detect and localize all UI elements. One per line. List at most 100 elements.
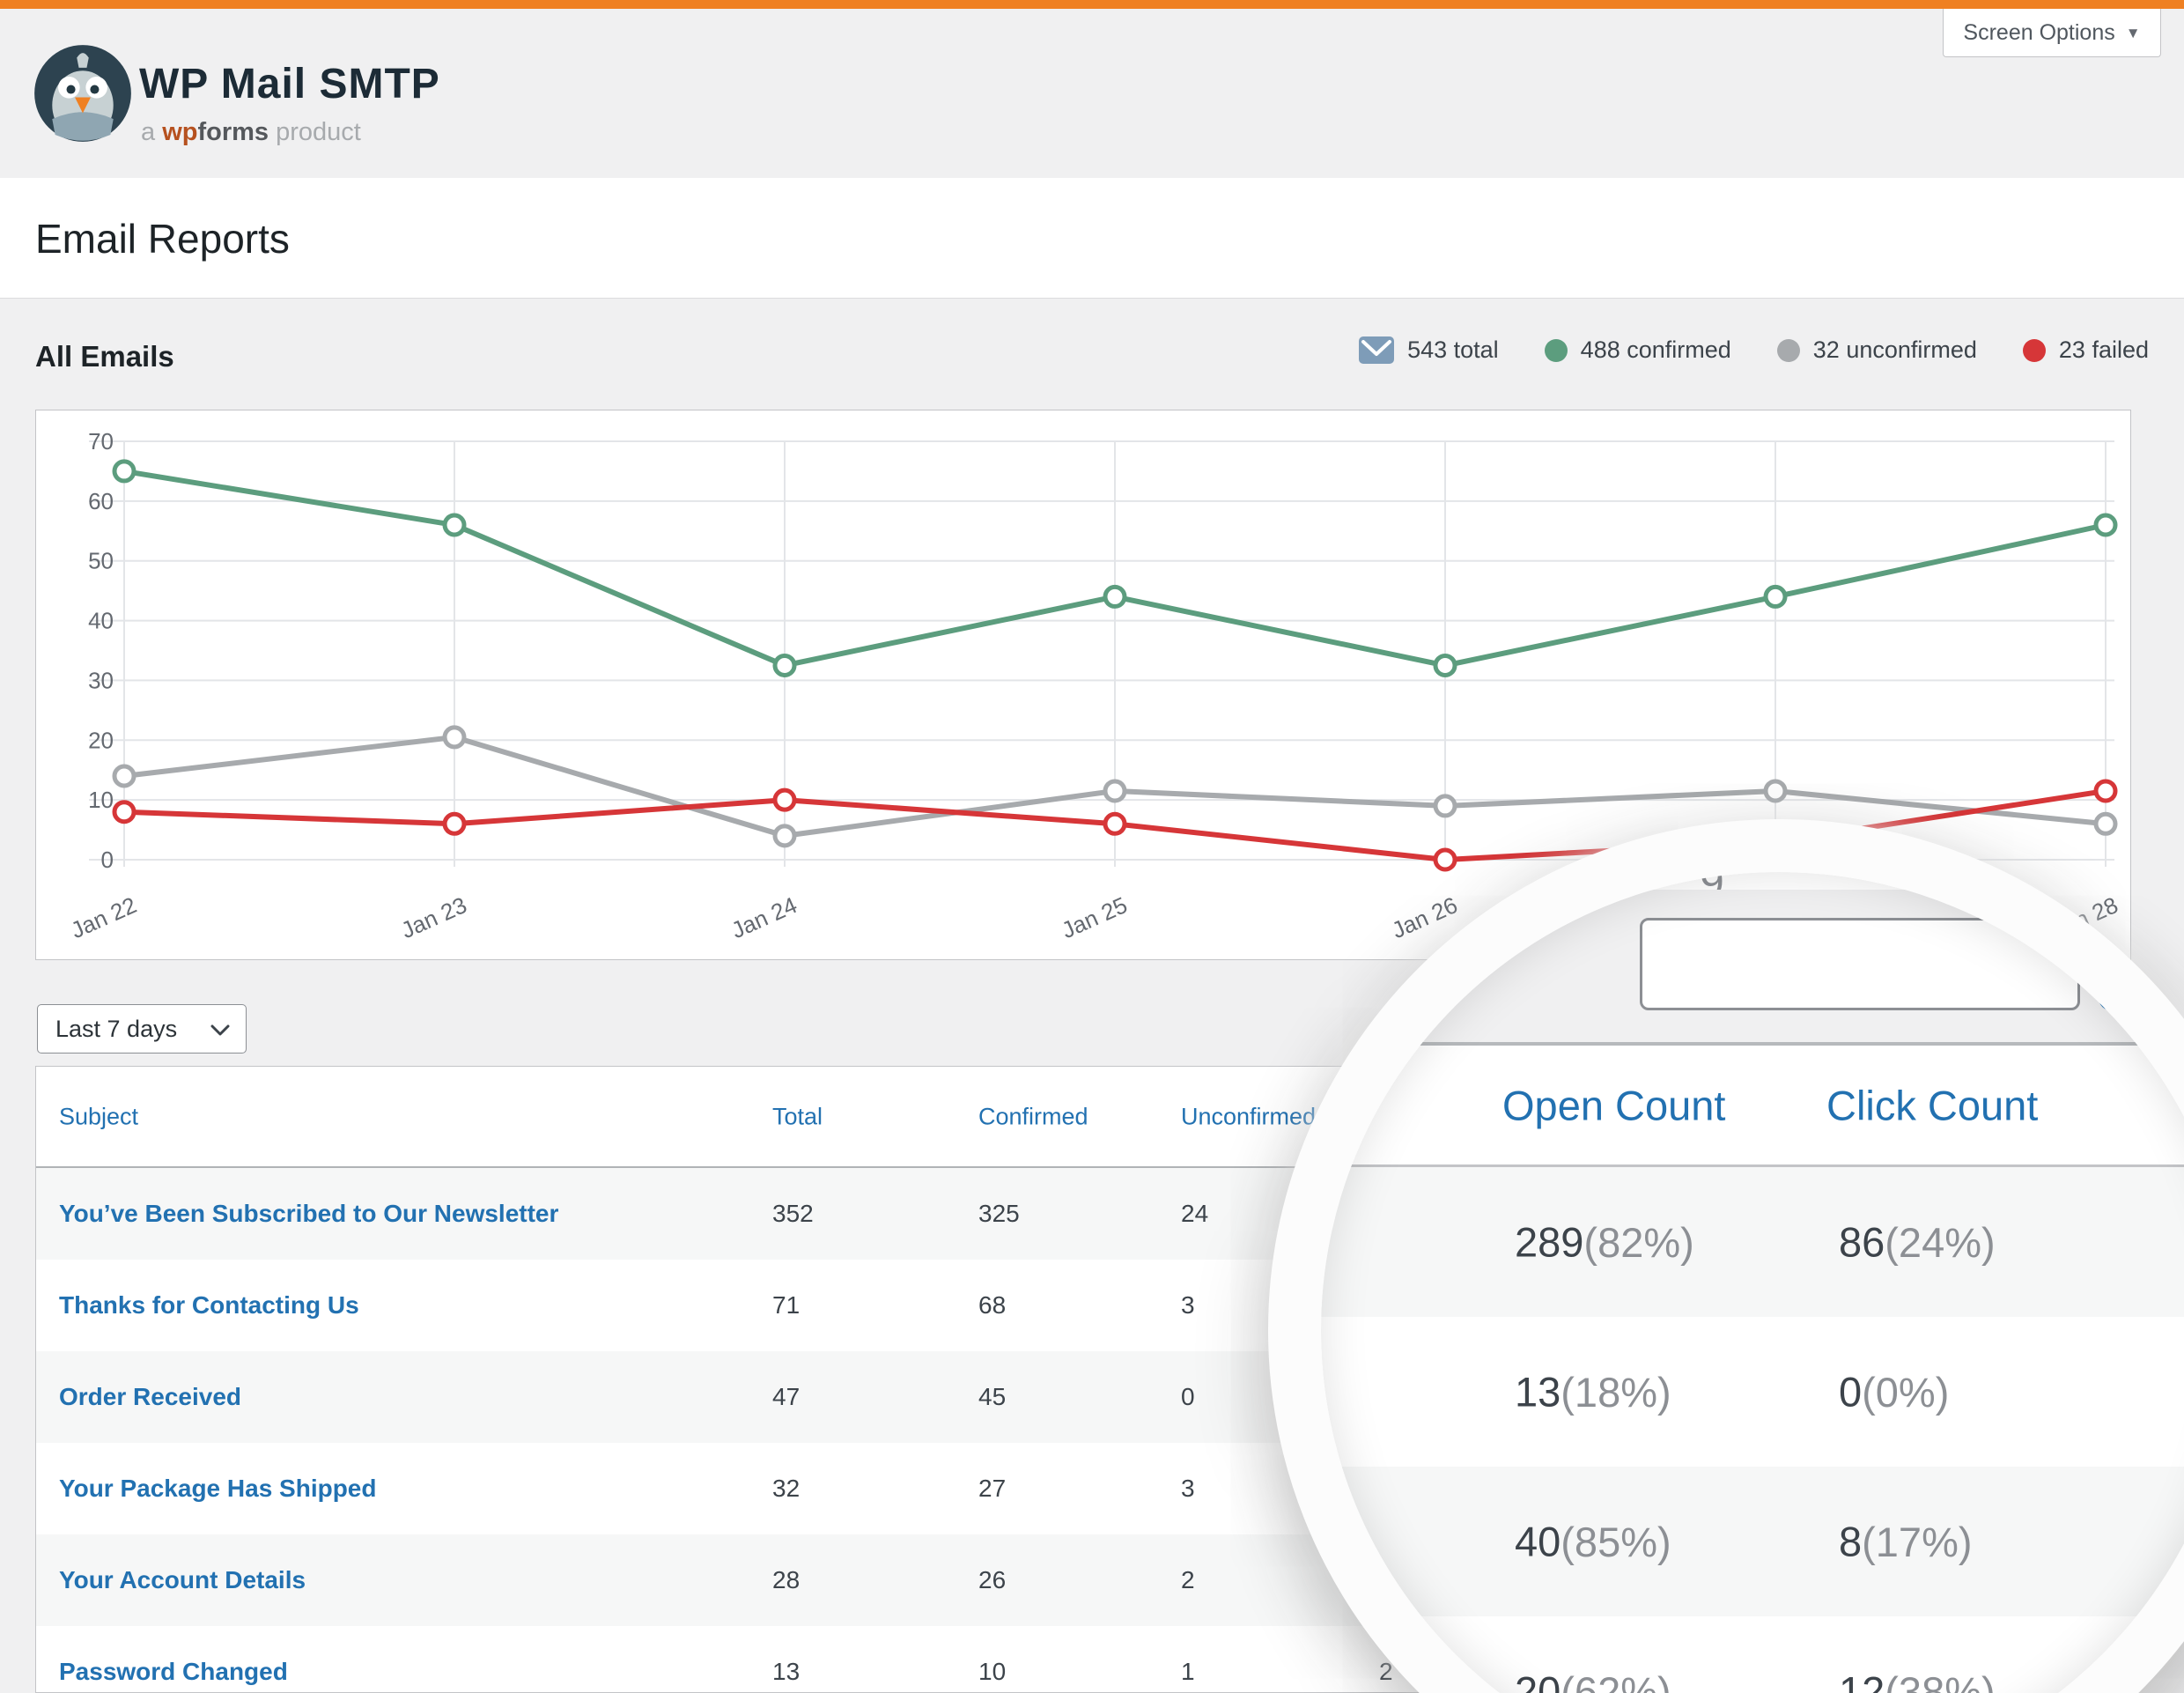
table-row: Thanks for Contacting Us 71 68 3 bbox=[36, 1260, 2130, 1351]
click-count-percent: (38%) bbox=[1885, 1667, 1996, 1693]
subject-link[interactable]: You’ve Been Subscribed to Our Newsletter bbox=[59, 1200, 559, 1227]
open-count-value: 289 (82%) bbox=[1515, 1218, 1694, 1266]
legend-item-failed: 23 failed bbox=[2022, 336, 2149, 364]
column-header-unconfirmed[interactable]: Unconfirmed bbox=[1181, 1103, 1317, 1129]
confirmed-value: 68 bbox=[978, 1291, 1007, 1319]
subject-link[interactable]: Your Account Details bbox=[59, 1566, 306, 1593]
y-tick-label: 10 bbox=[88, 787, 114, 813]
y-tick-label: 20 bbox=[88, 727, 114, 753]
y-tick-label: 60 bbox=[88, 488, 114, 514]
magnified-table-rows: 289 (82%) 86 (24%) 13 (18%) 0 (0%) 40 (85%) 8… bbox=[1321, 1167, 2184, 1693]
data-point-confirmed bbox=[2093, 513, 2118, 537]
wp-mail-smtp-logo bbox=[34, 45, 131, 142]
column-header-subject[interactable]: Subject bbox=[59, 1103, 139, 1129]
unconfirmed-value: 24 bbox=[1181, 1200, 1209, 1227]
subject-link[interactable]: Password Changed bbox=[59, 1658, 288, 1685]
page-title: Email Reports bbox=[35, 216, 290, 262]
click-count-percent: (0%) bbox=[1862, 1368, 1950, 1416]
column-header-confirmed[interactable]: Confirmed bbox=[978, 1103, 1088, 1129]
failed-value: 2 bbox=[1379, 1658, 1393, 1685]
confirmed-value: 45 bbox=[978, 1383, 1007, 1410]
tagline-brand-forms: forms bbox=[197, 118, 269, 146]
open-count-value: 40 (85%) bbox=[1515, 1518, 1671, 1565]
total-value: 47 bbox=[772, 1383, 801, 1410]
chevron-down-icon: ▼ bbox=[2125, 24, 2141, 41]
column-header-click-count[interactable]: Click Count bbox=[1826, 1082, 2039, 1128]
unconfirmed-value: 0 bbox=[1181, 1383, 1195, 1410]
confirmed-value: 325 bbox=[978, 1200, 1020, 1227]
subject-link[interactable]: Your Package Has Shipped bbox=[59, 1475, 377, 1502]
legend-label: 488 confirmed bbox=[1580, 336, 1731, 363]
screen-options-button[interactable]: Screen Options ▼ bbox=[1943, 9, 2161, 57]
chart-legend: 543 total 488 confirmed 32 unconfirmed 23 f… bbox=[1359, 336, 2149, 364]
table-row: Your Package Has Shipped 32 27 3 bbox=[36, 1443, 2130, 1534]
date-range-select[interactable]: Last 7 days bbox=[37, 1004, 247, 1054]
click-count-percent: (24%) bbox=[1885, 1218, 1996, 1266]
plugin-header: WP Mail SMTP a wpforms product Screen Op… bbox=[0, 9, 2184, 178]
status-dot-icon bbox=[2022, 338, 2046, 362]
chevron-down-icon bbox=[210, 1024, 230, 1036]
data-point-unconfirmed bbox=[1433, 794, 1457, 818]
total-value: 28 bbox=[772, 1566, 801, 1593]
total-value: 13 bbox=[772, 1658, 801, 1685]
column-header-total[interactable]: Total bbox=[772, 1103, 823, 1129]
top-accent-bar bbox=[0, 0, 2184, 9]
total-value: 71 bbox=[772, 1291, 801, 1319]
column-header-open-count[interactable]: Open Count bbox=[1502, 1082, 1726, 1128]
data-point-failed bbox=[112, 800, 136, 824]
legend-label: 543 total bbox=[1407, 336, 1499, 363]
subject-link[interactable]: Order Received bbox=[59, 1383, 241, 1410]
x-tick-label: Jan 23 bbox=[397, 891, 471, 943]
magnified-filter-bar bbox=[1321, 890, 2184, 1046]
all-emails-bar: All Emails 543 total 488 confirmed 32 unco… bbox=[0, 324, 2184, 400]
magnifier-content: 9 Open Count Click Count 289 (82%)86 (24… bbox=[1321, 872, 2184, 1693]
y-tick-label: 30 bbox=[88, 667, 114, 693]
data-point-confirmed bbox=[442, 513, 467, 537]
confirmed-value: 27 bbox=[978, 1475, 1007, 1502]
confirmed-value: 26 bbox=[978, 1566, 1007, 1593]
open-count-percent: (18%) bbox=[1561, 1368, 1671, 1416]
legend-label: 23 failed bbox=[2058, 336, 2149, 363]
magnified-table-row: 40 (85%) 8 (17%) bbox=[1321, 1467, 2184, 1616]
y-tick-label: 40 bbox=[88, 608, 114, 634]
magnified-table-row: 20 (62%) 12 (38%) bbox=[1321, 1616, 2184, 1693]
unconfirmed-value: 3 bbox=[1181, 1291, 1195, 1319]
data-point-unconfirmed bbox=[1103, 779, 1127, 803]
legend-item-unconfirmed: 32 unconfirmed bbox=[1776, 336, 1977, 364]
data-point-failed bbox=[772, 787, 797, 812]
magnified-table-row: 13 (18%) 0 (0%) bbox=[1321, 1317, 2184, 1467]
data-point-failed bbox=[442, 811, 467, 836]
y-tick-label: 70 bbox=[88, 428, 114, 455]
data-point-unconfirmed bbox=[442, 725, 467, 750]
status-dot-icon bbox=[1776, 338, 1800, 362]
envelope-icon bbox=[1359, 336, 1395, 364]
magnifier-circle: 9 Open Count Click Count 289 (82%)86 (24… bbox=[1268, 819, 2184, 1693]
page-title-band: Email Reports bbox=[0, 178, 2184, 299]
tagline-prefix: a bbox=[141, 118, 163, 146]
y-tick-label: 0 bbox=[101, 846, 114, 873]
all-emails-title: All Emails bbox=[35, 340, 174, 373]
tagline-suffix: product bbox=[269, 118, 361, 146]
subject-link[interactable]: Thanks for Contacting Us bbox=[59, 1291, 359, 1319]
unconfirmed-value: 3 bbox=[1181, 1475, 1195, 1502]
data-point-failed bbox=[2093, 779, 2118, 803]
legend-item-total: 543 total bbox=[1359, 336, 1499, 364]
x-tick-label: Jan 25 bbox=[1058, 891, 1132, 943]
data-point-confirmed bbox=[1433, 653, 1457, 677]
data-point-confirmed bbox=[1763, 584, 1788, 609]
data-point-confirmed bbox=[112, 459, 136, 484]
data-point-unconfirmed bbox=[2093, 811, 2118, 836]
screen-options-label: Screen Options bbox=[1963, 19, 2115, 45]
confirmed-value: 10 bbox=[978, 1658, 1007, 1685]
magnified-table-header: Open Count Click Count bbox=[1321, 1046, 2184, 1167]
click-count-value: 86 (24%) bbox=[1839, 1218, 1996, 1266]
open-count-percent: (62%) bbox=[1561, 1667, 1671, 1693]
click-count-value: 12 (38%) bbox=[1839, 1667, 1996, 1693]
data-point-failed bbox=[1433, 847, 1457, 872]
search-button-fragment[interactable] bbox=[2099, 918, 2184, 1010]
search-input[interactable] bbox=[1640, 918, 2080, 1010]
data-point-confirmed bbox=[772, 653, 797, 677]
app-title: WP Mail SMTP bbox=[139, 61, 440, 107]
app-tagline: a wpforms product bbox=[141, 118, 361, 147]
table-row: Password Changed 13 10 1 2 bbox=[36, 1626, 2130, 1692]
